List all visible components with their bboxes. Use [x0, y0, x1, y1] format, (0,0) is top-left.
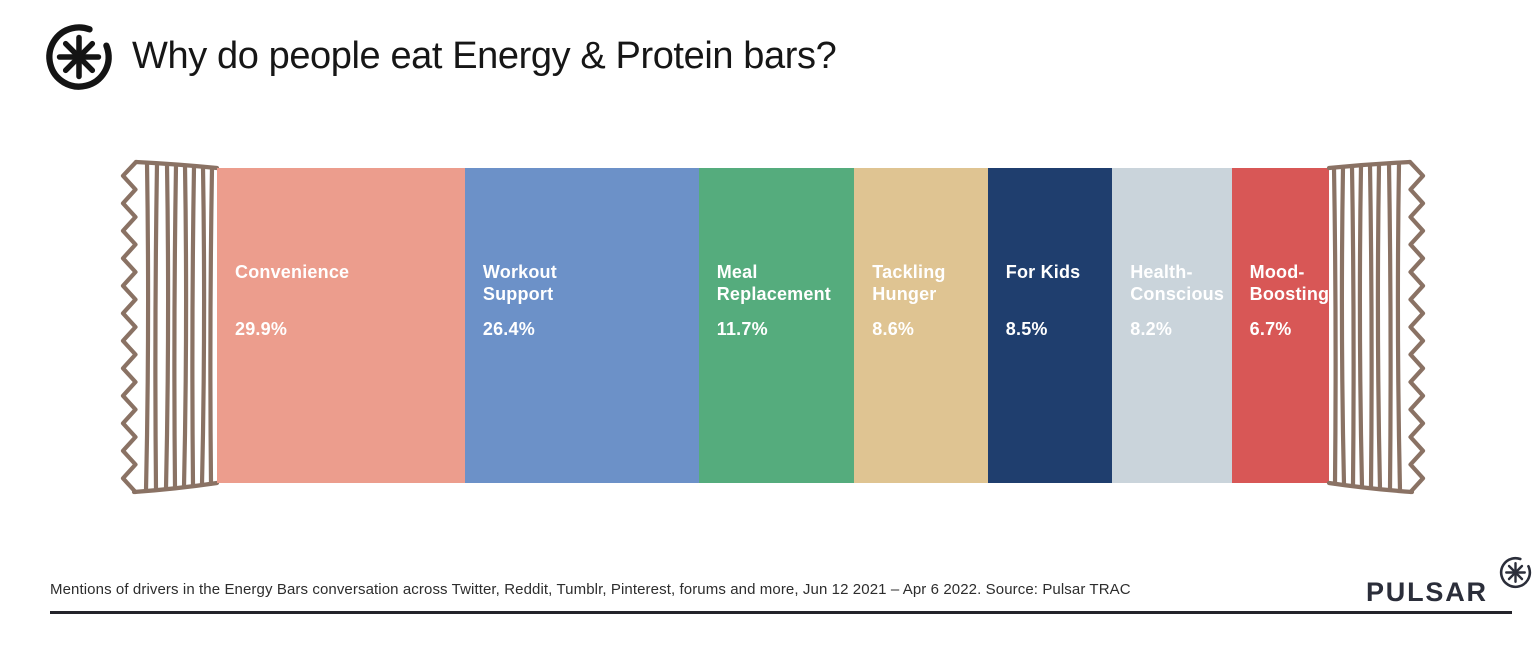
segment-label: For Kids [1005, 262, 1081, 282]
bar-segment-mood-boosting: Mood- Boosting 6.7% [1231, 168, 1330, 483]
segment-label: Workout Support [482, 262, 557, 304]
segment-value: 11.7% [716, 319, 768, 339]
segment-label: Health- Conscious [1130, 262, 1225, 304]
bar-segment-meal-replacement: Meal Replacement 11.7% [698, 168, 855, 483]
segment-value: 6.7% [1249, 319, 1292, 339]
segment-label: Mood- Boosting [1249, 262, 1330, 304]
segment-label: Convenience [235, 262, 350, 282]
segment-value: 26.4% [482, 319, 535, 339]
bar-segment-health-conscious: Health- Conscious 8.2% [1112, 168, 1232, 483]
bar-segment-workout-support: Workout Support 26.4% [464, 168, 699, 483]
source-caption: Mentions of drivers in the Energy Bars c… [50, 581, 1131, 598]
header: Why do people eat Energy & Protein bars? [42, 20, 837, 94]
wrapper-left-illustration [120, 159, 220, 495]
segment-label: Meal Replacement [716, 262, 831, 304]
pulsar-asterisk-icon [46, 24, 112, 90]
segment-value: 8.5% [1005, 319, 1048, 339]
bar-segment-convenience: Convenience 29.9% [217, 168, 465, 483]
asterisk-circle-icon [1499, 556, 1532, 589]
page-title: Why do people eat Energy & Protein bars? [132, 35, 837, 78]
bar-segment-for-kids: For Kids 8.5% [987, 168, 1113, 483]
segment-value: 8.2% [1130, 319, 1173, 339]
wrapper-right-illustration [1326, 159, 1426, 495]
pulsar-brand-logo: PULSAR [1366, 554, 1534, 607]
energy-bar-chart: Convenience 29.9% Workout Support 26.4% … [120, 155, 1426, 500]
bar-segment-tackling-hunger: Tackling Hunger 8.6% [854, 168, 988, 483]
stacked-bar: Convenience 29.9% Workout Support 26.4% … [217, 168, 1329, 483]
segment-label: Tackling Hunger [872, 262, 946, 304]
segment-value: 8.6% [872, 319, 915, 339]
segment-value: 29.9% [235, 319, 288, 339]
bottom-divider [50, 611, 1512, 614]
brand-wordmark: PULSAR [1366, 577, 1488, 607]
